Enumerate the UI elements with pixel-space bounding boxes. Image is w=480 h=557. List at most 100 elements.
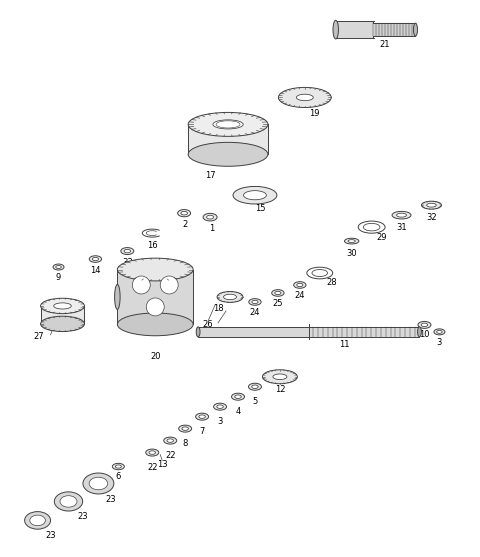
Text: 27: 27	[33, 333, 44, 341]
Text: 26: 26	[203, 320, 214, 329]
Ellipse shape	[275, 291, 281, 295]
Text: 23: 23	[105, 495, 116, 504]
Ellipse shape	[124, 250, 131, 253]
Ellipse shape	[41, 298, 84, 314]
Text: 16: 16	[147, 241, 157, 250]
Text: 22: 22	[147, 462, 157, 472]
Ellipse shape	[60, 496, 77, 507]
Ellipse shape	[89, 477, 108, 490]
Text: 15: 15	[255, 204, 265, 213]
Ellipse shape	[203, 213, 217, 221]
Ellipse shape	[112, 463, 124, 470]
Text: 12: 12	[275, 385, 285, 394]
Ellipse shape	[115, 285, 120, 310]
Text: 31: 31	[396, 223, 407, 232]
Ellipse shape	[181, 211, 187, 215]
Ellipse shape	[117, 313, 193, 336]
Text: 25: 25	[273, 300, 283, 309]
Ellipse shape	[231, 393, 244, 400]
Ellipse shape	[115, 465, 121, 468]
Text: 10: 10	[419, 330, 430, 339]
Ellipse shape	[179, 425, 192, 432]
Ellipse shape	[83, 473, 114, 494]
Polygon shape	[117, 270, 193, 324]
Ellipse shape	[396, 213, 407, 217]
Ellipse shape	[89, 256, 102, 262]
Ellipse shape	[392, 211, 411, 219]
Ellipse shape	[196, 413, 209, 420]
Polygon shape	[188, 124, 268, 154]
Text: 14: 14	[90, 266, 101, 275]
Ellipse shape	[273, 374, 287, 379]
Ellipse shape	[252, 300, 258, 304]
Ellipse shape	[160, 276, 178, 294]
Text: 4: 4	[235, 407, 240, 416]
Ellipse shape	[348, 240, 355, 242]
Ellipse shape	[146, 449, 159, 456]
Ellipse shape	[30, 515, 46, 526]
Ellipse shape	[188, 113, 268, 136]
Text: 7: 7	[199, 427, 205, 436]
Ellipse shape	[121, 247, 134, 255]
Ellipse shape	[427, 203, 436, 207]
Ellipse shape	[54, 492, 83, 511]
Ellipse shape	[294, 282, 306, 289]
Ellipse shape	[421, 323, 428, 326]
Text: 8: 8	[182, 438, 188, 448]
Text: 22: 22	[165, 451, 176, 460]
Ellipse shape	[167, 439, 173, 442]
Ellipse shape	[278, 87, 331, 108]
Text: 28: 28	[326, 278, 337, 287]
Ellipse shape	[213, 120, 243, 129]
Ellipse shape	[132, 276, 150, 294]
Ellipse shape	[217, 291, 243, 302]
Ellipse shape	[53, 264, 64, 270]
Ellipse shape	[92, 257, 98, 261]
Ellipse shape	[235, 395, 241, 398]
Text: 17: 17	[205, 171, 216, 180]
Text: 3: 3	[217, 417, 223, 426]
Ellipse shape	[196, 327, 200, 337]
Ellipse shape	[24, 512, 50, 529]
Ellipse shape	[345, 238, 359, 244]
Ellipse shape	[41, 316, 84, 331]
Ellipse shape	[149, 451, 156, 455]
Ellipse shape	[249, 299, 261, 305]
Text: 1: 1	[209, 223, 215, 233]
Polygon shape	[41, 306, 84, 324]
Bar	[198, 327, 420, 337]
Text: 18: 18	[213, 305, 223, 314]
Text: 9: 9	[56, 272, 61, 281]
Ellipse shape	[182, 427, 188, 431]
Ellipse shape	[199, 415, 205, 418]
Ellipse shape	[224, 294, 237, 300]
Text: 11: 11	[339, 340, 350, 349]
Ellipse shape	[233, 187, 277, 204]
Text: 30: 30	[347, 248, 357, 257]
Ellipse shape	[178, 209, 191, 217]
Bar	[372, 23, 416, 36]
Ellipse shape	[296, 94, 313, 101]
Ellipse shape	[437, 330, 442, 333]
Ellipse shape	[214, 403, 227, 410]
Text: 24: 24	[250, 309, 260, 317]
Ellipse shape	[164, 437, 177, 444]
Ellipse shape	[54, 303, 72, 309]
Ellipse shape	[272, 290, 284, 296]
Ellipse shape	[56, 266, 61, 268]
Ellipse shape	[217, 405, 223, 408]
Ellipse shape	[413, 23, 418, 36]
Text: 19: 19	[310, 109, 320, 118]
Ellipse shape	[252, 385, 258, 388]
Ellipse shape	[434, 329, 445, 335]
Ellipse shape	[418, 327, 421, 337]
Bar	[336, 21, 373, 38]
Ellipse shape	[421, 201, 442, 209]
Text: 20: 20	[150, 353, 160, 361]
Text: 2: 2	[182, 219, 188, 228]
Text: 23: 23	[45, 531, 56, 540]
Ellipse shape	[263, 370, 297, 384]
Ellipse shape	[297, 284, 303, 287]
Text: 3: 3	[437, 338, 442, 348]
Ellipse shape	[146, 298, 164, 316]
